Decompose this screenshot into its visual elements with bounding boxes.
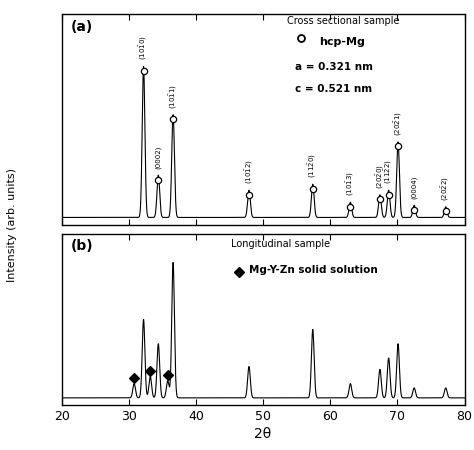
Text: (0002): (0002) xyxy=(155,146,162,169)
Text: (20$\bar{2}$1): (20$\bar{2}$1) xyxy=(392,111,404,136)
Text: (10$\bar{1}$3): (10$\bar{1}$3) xyxy=(345,171,356,196)
Text: (b): (b) xyxy=(71,239,93,253)
Text: (20$\bar{2}$2): (20$\bar{2}$2) xyxy=(440,176,451,201)
Text: (0004): (0004) xyxy=(411,176,418,199)
Text: c = 0.521 nm: c = 0.521 nm xyxy=(295,84,373,94)
Text: (10$\bar{1}$0): (10$\bar{1}$0) xyxy=(138,36,149,60)
Text: (a): (a) xyxy=(71,20,93,34)
X-axis label: 2θ: 2θ xyxy=(255,427,272,441)
Text: Cross sectional sample: Cross sectional sample xyxy=(287,16,400,26)
Text: hcp-Mg: hcp-Mg xyxy=(319,37,365,47)
Text: a = 0.321 nm: a = 0.321 nm xyxy=(295,62,374,72)
Text: (10$\bar{1}$1): (10$\bar{1}$1) xyxy=(167,84,179,109)
Text: Mg-Y-Zn solid solution: Mg-Y-Zn solid solution xyxy=(249,265,378,275)
Text: (11$\bar{2}$0): (11$\bar{2}$0) xyxy=(307,153,319,178)
Text: Intensity (arb. units): Intensity (arb. units) xyxy=(7,168,17,282)
Text: (10$\bar{1}$2): (10$\bar{1}$2) xyxy=(243,159,255,184)
Text: Longitudinal sample: Longitudinal sample xyxy=(231,239,330,249)
Text: (11$\bar{2}$2): (11$\bar{2}$2) xyxy=(383,159,394,184)
Text: (20$\bar{2}$0): (20$\bar{2}$0) xyxy=(374,164,386,189)
